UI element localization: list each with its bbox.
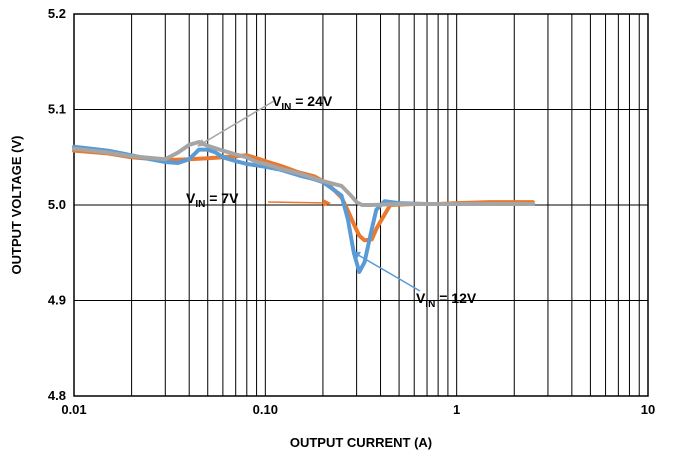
y-axis-label: OUTPUT VOLTAGE (V) — [9, 136, 24, 275]
y-tick-label: 4.9 — [48, 293, 66, 308]
annotation-arrow-1 — [267, 198, 331, 207]
x-axis-label: OUTPUT CURRENT (A) — [290, 435, 432, 450]
x-tick-label: 0.01 — [61, 402, 86, 417]
annotation-label-0: VIN = 24V — [272, 93, 333, 113]
x-tick-label: 0.10 — [253, 402, 278, 417]
series-line-0 — [72, 148, 535, 243]
annotation-label-2: VIN = 12V — [416, 290, 477, 310]
annotations: VIN = 24V VIN = 7V VIN = 12V — [186, 93, 477, 310]
plot-frame — [73, 13, 649, 397]
y-tick-label: 4.8 — [48, 388, 66, 403]
tick-labels: 0.01 0.10 1 10 4.8 4.9 5.0 5.1 5.2 — [48, 6, 655, 417]
annotation-label-1: VIN = 7V — [186, 190, 239, 210]
series-line-2 — [72, 140, 535, 207]
series-line-1 — [72, 144, 535, 274]
annotation-arrow-0 — [197, 100, 275, 147]
x-tick-label: 1 — [453, 402, 460, 417]
y-tick-label: 5.0 — [48, 197, 66, 212]
x-tick-label: 10 — [641, 402, 655, 417]
series-group — [72, 140, 535, 274]
annotation-arrow-2 — [352, 251, 421, 292]
y-tick-label: 5.1 — [48, 102, 66, 117]
y-tick-label: 5.2 — [48, 6, 66, 21]
